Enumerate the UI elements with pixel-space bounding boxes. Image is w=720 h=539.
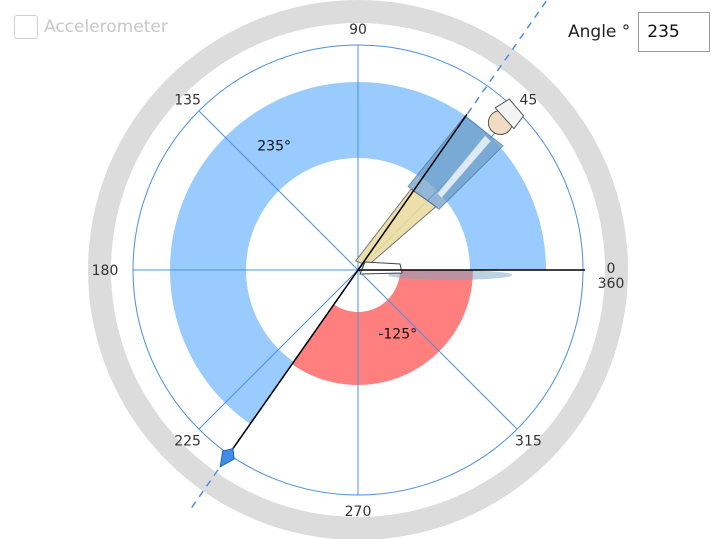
tick-label-270: 270 <box>345 504 372 520</box>
figure-shoes <box>359 261 403 275</box>
figure-jacket <box>407 115 504 210</box>
dial-spoke-315 <box>357 269 518 430</box>
dial-spoke-225 <box>198 269 359 430</box>
tick-label-90: 90 <box>349 22 367 38</box>
figure-shirt <box>436 135 492 199</box>
angle-label: Angle ° <box>568 22 631 42</box>
negative-angle-arc <box>292 270 473 385</box>
tick-label-135: 135 <box>174 93 201 109</box>
tick-label-45: 45 <box>519 93 537 109</box>
angle-input[interactable] <box>638 12 711 52</box>
accelerometer-toggle[interactable]: Accelerometer <box>14 15 168 39</box>
figure-hat <box>494 98 525 130</box>
positive-angle-label: 235° <box>257 139 291 155</box>
angle-control: Angle ° <box>568 12 711 52</box>
tick-label-315: 315 <box>515 433 542 449</box>
tick-label-225: 225 <box>174 433 201 449</box>
leaning-figure-illustration <box>354 98 525 275</box>
angle-pointer-arrow[interactable] <box>219 447 235 468</box>
accelerometer-label: Accelerometer <box>44 17 168 37</box>
negative-angle-label: -125° <box>378 327 417 343</box>
dial-spoke-135 <box>198 110 359 271</box>
accelerometer-checkbox[interactable] <box>14 15 38 39</box>
angle-pointer-line <box>219 113 468 468</box>
tick-label-360: 360 <box>598 276 625 292</box>
tick-label-0: 0 <box>607 261 616 277</box>
figure-shadow <box>388 270 512 280</box>
tick-label-180: 180 <box>92 263 119 279</box>
